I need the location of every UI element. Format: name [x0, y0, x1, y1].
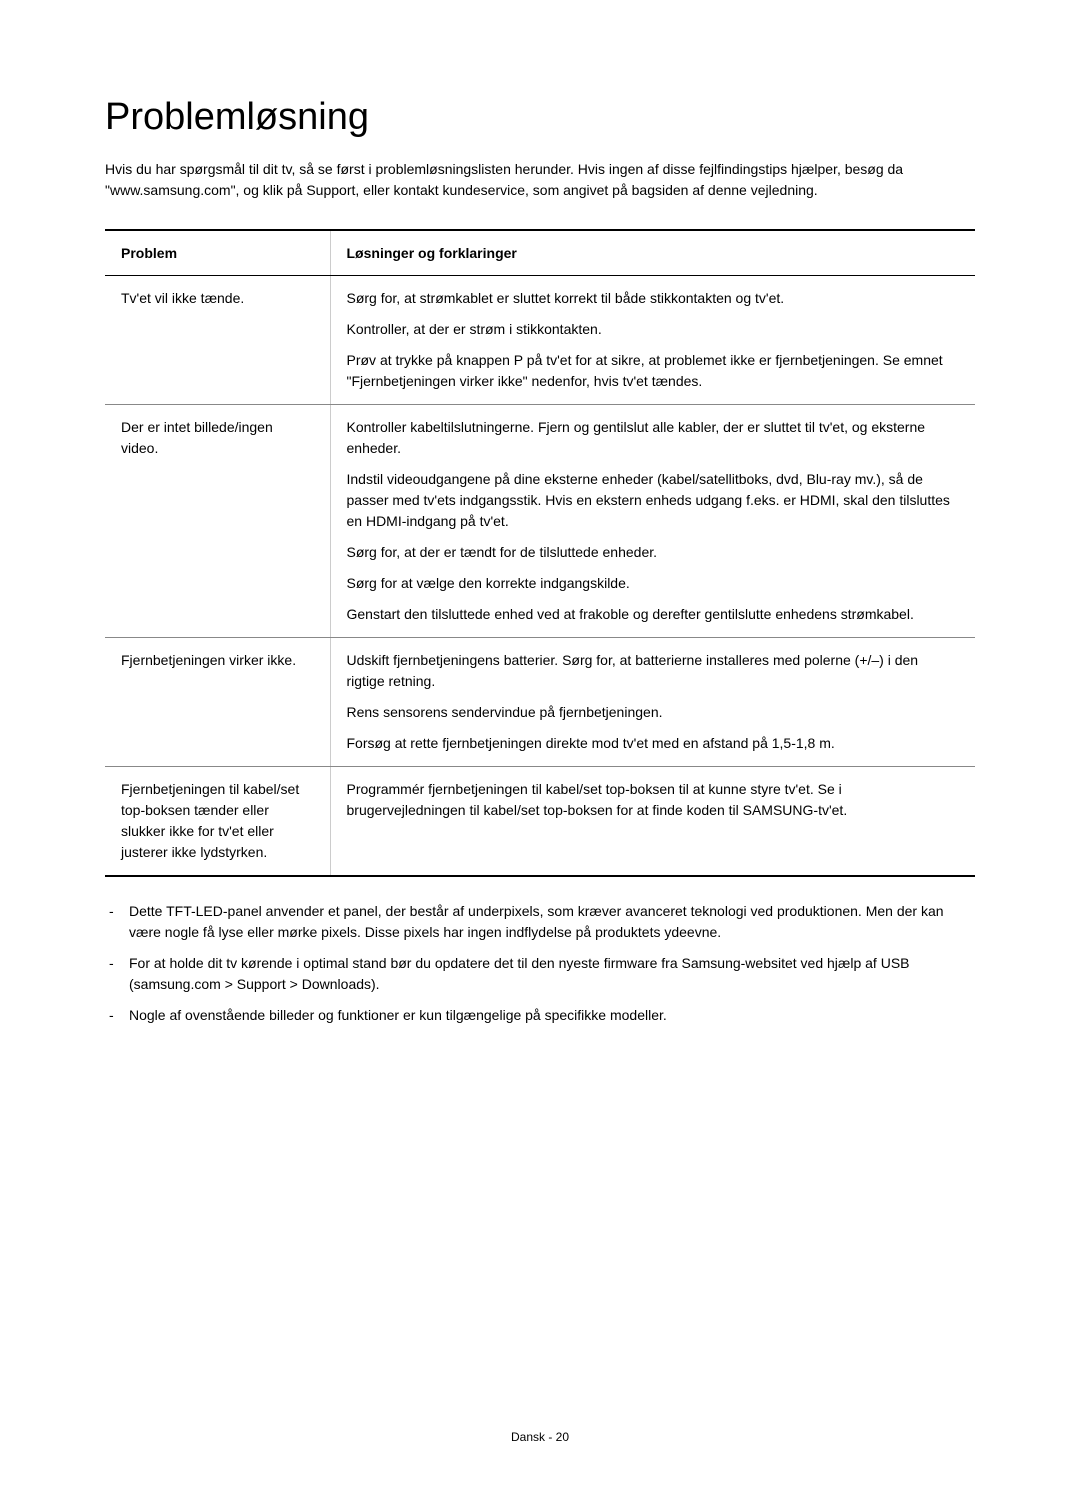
solution-text: Rens sensorens sendervindue på fjernbetj…	[347, 702, 960, 723]
table-row: Der er intet billede/ingen video. Kontro…	[105, 405, 975, 638]
notes-list: Dette TFT-LED-panel anvender et panel, d…	[105, 901, 975, 1026]
solution-text: Sørg for, at strømkablet er sluttet korr…	[347, 288, 960, 309]
solution-text: Sørg for, at der er tændt for de tilslut…	[347, 542, 960, 563]
intro-paragraph: Hvis du har spørgsmål til dit tv, så se …	[105, 159, 975, 201]
solution-text: Prøv at trykke på knappen P på tv'et for…	[347, 350, 960, 392]
page-title: Problemløsning	[105, 96, 975, 139]
solution-cell: Programmér fjernbetjeningen til kabel/se…	[330, 767, 975, 877]
note-item: Nogle af ovenstående billeder og funktio…	[105, 1005, 975, 1026]
solution-text: Genstart den tilsluttede enhed ved at fr…	[347, 604, 960, 625]
table-row: Fjernbetjeningen til kabel/set top-bokse…	[105, 767, 975, 877]
table-header-row: Problem Løsninger og forklaringer	[105, 230, 975, 276]
table-row: Fjernbetjeningen virker ikke. Udskift fj…	[105, 638, 975, 767]
header-solutions: Løsninger og forklaringer	[330, 230, 975, 276]
header-problem: Problem	[105, 230, 330, 276]
solution-cell: Udskift fjernbetjeningens batterier. Sør…	[330, 638, 975, 767]
troubleshooting-table: Problem Løsninger og forklaringer Tv'et …	[105, 229, 975, 877]
solution-cell: Kontroller kabeltilslutningerne. Fjern o…	[330, 405, 975, 638]
solution-text: Indstil videoudgangene på dine eksterne …	[347, 469, 960, 532]
solution-text: Udskift fjernbetjeningens batterier. Sør…	[347, 650, 960, 692]
solution-text: Forsøg at rette fjernbetjeningen direkte…	[347, 733, 960, 754]
note-item: Dette TFT-LED-panel anvender et panel, d…	[105, 901, 975, 943]
solution-cell: Sørg for, at strømkablet er sluttet korr…	[330, 276, 975, 405]
problem-cell: Tv'et vil ikke tænde.	[105, 276, 330, 405]
solution-text: Programmér fjernbetjeningen til kabel/se…	[347, 779, 960, 821]
problem-cell: Fjernbetjeningen virker ikke.	[105, 638, 330, 767]
table-row: Tv'et vil ikke tænde. Sørg for, at strøm…	[105, 276, 975, 405]
page-footer: Dansk - 20	[0, 1430, 1080, 1444]
problem-cell: Der er intet billede/ingen video.	[105, 405, 330, 638]
solution-text: Sørg for at vælge den korrekte indgangsk…	[347, 573, 960, 594]
solution-text: Kontroller kabeltilslutningerne. Fjern o…	[347, 417, 960, 459]
solution-text: Kontroller, at der er strøm i stikkontak…	[347, 319, 960, 340]
note-item: For at holde dit tv kørende i optimal st…	[105, 953, 975, 995]
problem-cell: Fjernbetjeningen til kabel/set top-bokse…	[105, 767, 330, 877]
